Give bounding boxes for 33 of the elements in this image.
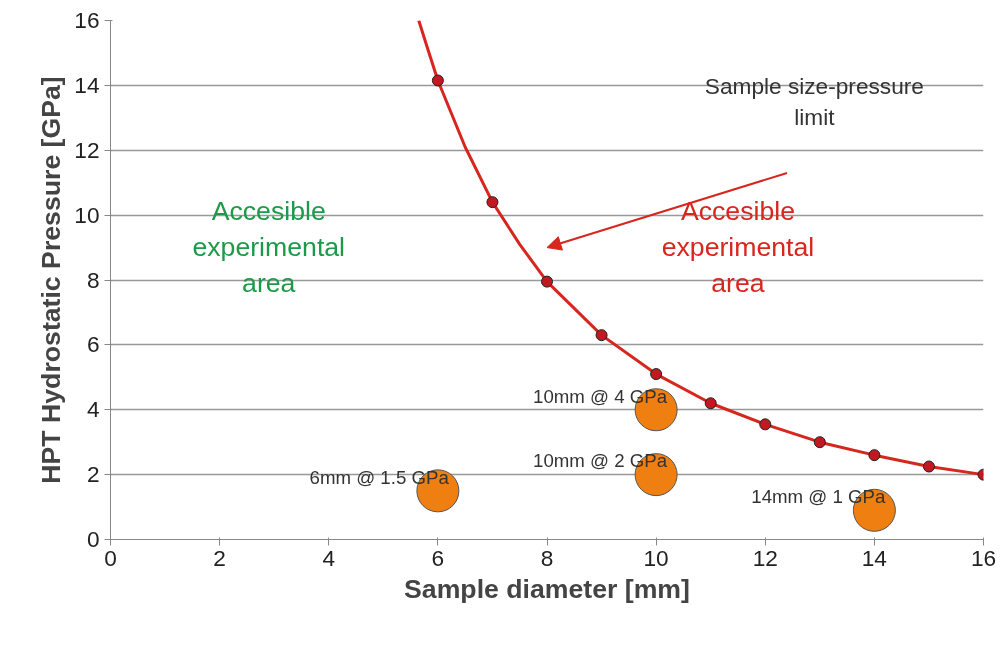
x-tick-label: 6	[431, 544, 445, 571]
point	[704, 397, 717, 410]
point	[431, 74, 444, 87]
annotation: Accesible experimental area	[661, 195, 815, 298]
point	[813, 436, 826, 449]
point	[650, 368, 663, 381]
point	[486, 196, 499, 209]
x-tick-label: 12	[752, 544, 778, 571]
y-tick-label: 0	[86, 526, 100, 552]
point	[541, 275, 553, 288]
x-tick-label: 10	[643, 544, 669, 571]
y-tick-label: 10	[74, 201, 100, 228]
x-tick-label: 8	[540, 544, 554, 571]
point	[759, 418, 772, 431]
x-tick-label: 2	[213, 544, 226, 571]
y-tick-label: 2	[86, 461, 100, 488]
x-tick-label: 0	[104, 544, 117, 571]
x-tick-label: 16	[970, 544, 997, 571]
point	[922, 460, 935, 473]
y-tick-label: 14	[74, 71, 100, 98]
x-tick-label: 4	[322, 544, 336, 571]
y-tick-label: 12	[74, 136, 100, 163]
point	[595, 329, 608, 342]
y-tick-label: 16	[74, 7, 100, 33]
annotation: Sample size-pressure limit	[704, 72, 924, 131]
point	[868, 449, 881, 462]
annotation: Accesible experimental area	[192, 195, 346, 298]
x-axis-title: Sample diameter [mm]	[404, 573, 690, 604]
x-tick-label: 14	[861, 544, 887, 571]
y-tick-label: 6	[86, 331, 100, 358]
y-axis-title: HPT Hydrostatic Pressure [GPa]	[36, 76, 67, 484]
y-tick-label: 8	[86, 266, 100, 293]
y-tick-label: 4	[86, 396, 100, 423]
